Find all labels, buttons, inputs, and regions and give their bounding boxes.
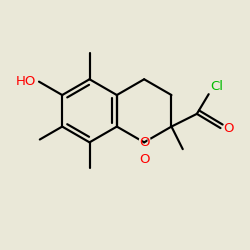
Text: O: O	[139, 136, 149, 149]
Text: O: O	[139, 152, 149, 166]
Text: O: O	[138, 135, 151, 150]
Text: Cl: Cl	[210, 80, 223, 92]
Text: HO: HO	[16, 75, 36, 88]
Text: O: O	[224, 122, 234, 134]
